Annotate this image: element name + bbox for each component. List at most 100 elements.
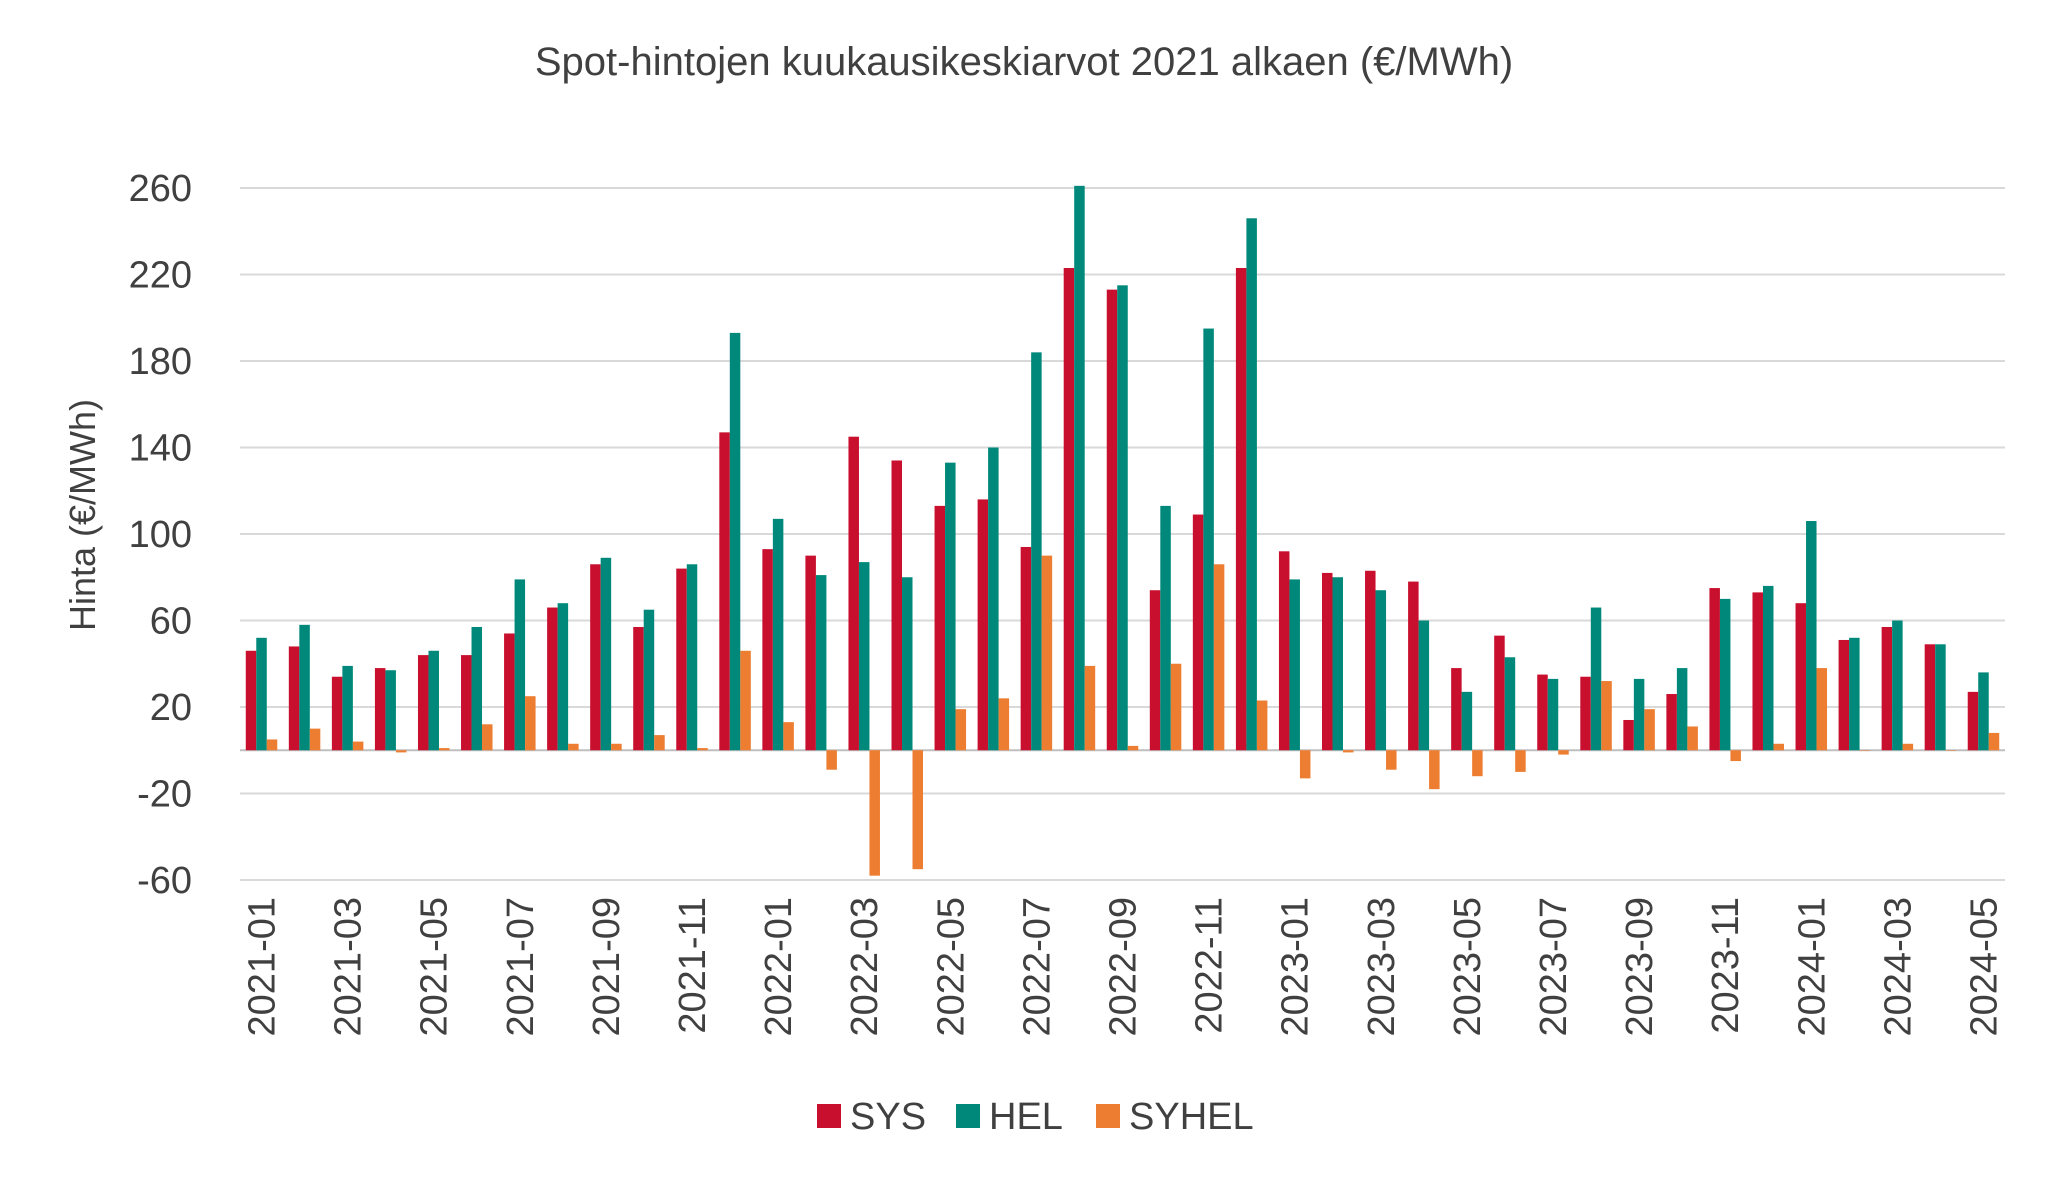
bar-syhel bbox=[955, 709, 967, 751]
legend-swatch-syhel bbox=[1096, 1104, 1120, 1128]
bar-sys bbox=[633, 626, 644, 751]
bar-hel bbox=[902, 577, 913, 751]
legend[interactable]: SYS HEL SYHEL bbox=[817, 1096, 1254, 1138]
bar-syhel bbox=[998, 698, 1010, 751]
x-tick-label: 2023-09 bbox=[1619, 897, 1661, 1036]
y-tick-label: 60 bbox=[150, 601, 192, 643]
bar-syhel bbox=[1429, 750, 1440, 790]
bar-syhel bbox=[395, 750, 407, 753]
x-tick-label: 2022-09 bbox=[1103, 897, 1145, 1036]
bars bbox=[245, 185, 2000, 876]
bar-hel bbox=[1203, 328, 1214, 751]
bar-hel bbox=[471, 626, 483, 751]
y-tick-label: 260 bbox=[129, 168, 192, 210]
bar-syhel bbox=[740, 650, 751, 751]
bar-sys bbox=[719, 432, 730, 751]
y-tick-label: 220 bbox=[129, 255, 192, 297]
bar-syhel bbox=[1558, 750, 1569, 755]
y-tick-label: -20 bbox=[137, 774, 192, 816]
bar-syhel bbox=[266, 739, 278, 751]
bar-syhel bbox=[1084, 665, 1096, 751]
bar-hel bbox=[1892, 620, 1903, 751]
legend-label-hel[interactable]: HEL bbox=[989, 1096, 1063, 1138]
bar-syhel bbox=[525, 696, 536, 751]
bar-syhel bbox=[869, 750, 880, 876]
legend-label-sys[interactable]: SYS bbox=[850, 1096, 926, 1138]
bar-syhel bbox=[1342, 750, 1354, 753]
bar-sys bbox=[1537, 674, 1548, 751]
bar-syhel bbox=[1773, 743, 1784, 751]
bar-hel bbox=[385, 670, 396, 751]
bar-syhel bbox=[1213, 564, 1225, 751]
bar-hel bbox=[514, 579, 526, 751]
x-tick-label: 2022-11 bbox=[1189, 897, 1231, 1034]
bar-hel bbox=[1762, 585, 1774, 751]
bar-syhel bbox=[438, 748, 450, 751]
bar-syhel bbox=[697, 748, 708, 751]
bar-hel bbox=[815, 575, 827, 751]
bar-syhel bbox=[1256, 700, 1268, 751]
bar-hel bbox=[1590, 607, 1602, 751]
bar-sys bbox=[848, 436, 859, 751]
bar-sys bbox=[461, 655, 472, 751]
bar-hel bbox=[299, 624, 310, 751]
bar-hel bbox=[686, 564, 698, 751]
bar-syhel bbox=[783, 722, 794, 751]
y-tick-label: 180 bbox=[129, 341, 192, 383]
x-tick-label: 2021-11 bbox=[672, 897, 714, 1034]
bar-sys bbox=[1709, 588, 1720, 751]
bar-hel bbox=[256, 637, 267, 751]
bar-hel bbox=[428, 650, 439, 751]
bar-syhel bbox=[568, 743, 579, 751]
bar-sys bbox=[1967, 691, 1979, 751]
bar-syhel bbox=[482, 724, 493, 751]
bar-syhel bbox=[1816, 668, 1828, 751]
bar-syhel bbox=[1945, 750, 1957, 751]
x-tick-label: 2021-05 bbox=[414, 897, 456, 1036]
bar-sys bbox=[547, 607, 558, 751]
bar-hel bbox=[643, 609, 655, 751]
bar-hel bbox=[945, 462, 956, 751]
bar-sys bbox=[1838, 639, 1850, 751]
bar-syhel bbox=[826, 750, 837, 770]
bar-syhel bbox=[1644, 709, 1655, 751]
x-tick-label: 2021-07 bbox=[500, 897, 542, 1036]
bar-sys bbox=[1278, 551, 1290, 751]
legend-label-syhel[interactable]: SYHEL bbox=[1129, 1096, 1254, 1138]
bar-sys bbox=[805, 555, 816, 751]
bar-sys bbox=[1235, 268, 1247, 751]
bar-syhel bbox=[654, 735, 665, 751]
bar-sys bbox=[288, 646, 300, 751]
bar-hel bbox=[1806, 521, 1817, 751]
bar-sys bbox=[1020, 546, 1032, 751]
x-tick-label: 2024-05 bbox=[1963, 897, 2005, 1036]
bar-sys bbox=[1365, 570, 1376, 751]
bar-hel bbox=[858, 562, 870, 751]
y-tick-label: 100 bbox=[129, 514, 192, 556]
bar-sys bbox=[1580, 676, 1591, 751]
x-tick-label: 2024-01 bbox=[1791, 897, 1833, 1036]
bar-hel bbox=[1504, 657, 1516, 751]
bar-hel bbox=[1117, 285, 1128, 751]
bar-hel bbox=[1332, 577, 1343, 751]
x-tick-label: 2022-05 bbox=[930, 897, 972, 1036]
bar-sys bbox=[762, 549, 773, 751]
bar-hel bbox=[1031, 352, 1042, 751]
x-tick-label: 2023-03 bbox=[1361, 897, 1403, 1036]
x-tick-label: 2021-09 bbox=[586, 897, 628, 1036]
y-tick-label: 140 bbox=[129, 428, 192, 470]
bar-hel bbox=[772, 518, 784, 751]
bar-sys bbox=[1063, 268, 1075, 751]
bar-hel bbox=[1461, 691, 1473, 751]
y-tick-label: 20 bbox=[150, 687, 192, 729]
bar-hel bbox=[1074, 185, 1085, 751]
bar-sys bbox=[245, 650, 257, 751]
bar-sys bbox=[417, 655, 429, 751]
bar-sys bbox=[504, 633, 515, 751]
x-tick-label: 2022-07 bbox=[1016, 897, 1058, 1036]
bar-hel bbox=[557, 603, 569, 751]
x-tick-label: 2022-03 bbox=[844, 897, 886, 1036]
x-tick-label: 2023-05 bbox=[1447, 897, 1489, 1036]
